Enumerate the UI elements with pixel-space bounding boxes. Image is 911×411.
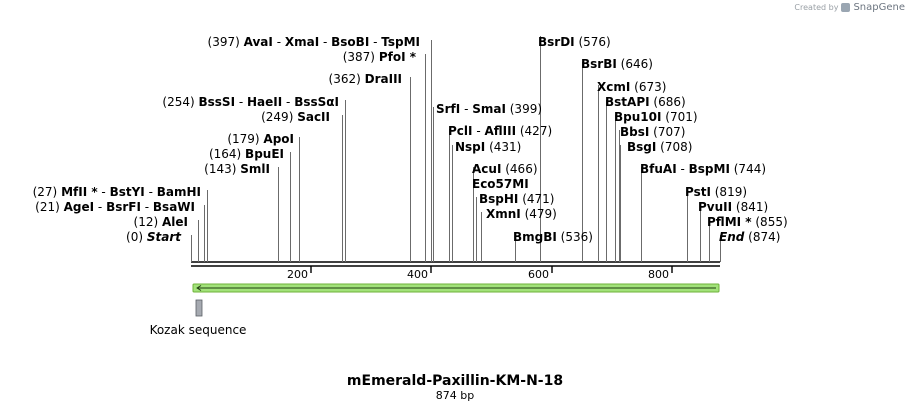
site-label-bstapi[interactable]: BstAPI (686) <box>605 95 686 109</box>
snapgene-credit: Created by SnapGene <box>794 2 905 13</box>
site-label-smli[interactable]: (143) SmlI <box>204 162 270 176</box>
site-label-start[interactable]: (0) Start <box>126 230 182 244</box>
site-label-bbsi[interactable]: BbsI (707) <box>620 125 685 139</box>
site-label-bsgi[interactable]: BsgI (708) <box>627 140 692 154</box>
site-label-sacii[interactable]: (249) SacII <box>261 110 330 124</box>
site-lines <box>191 36 721 262</box>
tick-800: 800 <box>648 266 673 281</box>
site-label-acui[interactable]: AcuI (466) <box>472 162 538 176</box>
site-label-bsphi[interactable]: BspHI (471) <box>479 192 554 206</box>
site-label-bsrdi[interactable]: BsrDI (576) <box>538 35 611 49</box>
site-label-xmni[interactable]: XmnI (479) <box>486 207 557 221</box>
tick-400: 400 <box>407 266 432 281</box>
site-label-bfuai-bspmi[interactable]: BfuAI - BspMI (744) <box>640 162 766 176</box>
site-label-nspi[interactable]: NspI (431) <box>455 140 521 154</box>
snapgene-logo-icon <box>841 3 851 12</box>
tick-200: 200 <box>287 266 312 281</box>
site-label-pflmi[interactable]: PflMI * (855) <box>707 215 788 229</box>
site-label-pvuii[interactable]: PvuII (841) <box>698 200 768 214</box>
site-label-srfi-smai[interactable]: SrfI - SmaI (399) <box>436 102 542 116</box>
tick-label: 200 <box>287 268 308 281</box>
tick-label: 800 <box>648 268 669 281</box>
kozak-feature-box[interactable] <box>195 299 203 317</box>
site-label-bpuei[interactable]: (164) BpuEI <box>209 147 284 161</box>
site-label-agei-bsrfi-bsawi[interactable]: (21) AgeI - BsrFI - BsaWI <box>35 200 195 214</box>
map-title: mEmerald-Paxillin-KM-N-18 <box>347 373 563 389</box>
site-label-xcmi[interactable]: XcmI (673) <box>597 80 666 94</box>
feature-arrow[interactable] <box>192 283 720 293</box>
credit-prefix: Created by <box>794 3 839 12</box>
site-label-bpu10i[interactable]: Bpu10I (701) <box>614 110 698 124</box>
map-length: 874 bp <box>436 389 474 402</box>
site-label-mfli-bstyi-bamhi[interactable]: (27) MfII * - BstYI - BamHI <box>33 185 201 199</box>
site-label-draiii[interactable]: (362) DraIII <box>329 72 402 86</box>
tick-600: 600 <box>528 266 553 281</box>
feature-arrow-head <box>196 285 202 291</box>
tick-label: 600 <box>528 268 549 281</box>
site-label-bsrbi[interactable]: BsrBI (646) <box>581 57 653 71</box>
site-label-bsssi-haeii-bsssai[interactable]: (254) BssSI - HaeII - BssSαI <box>162 95 339 109</box>
site-label-end[interactable]: End (874) <box>719 230 780 244</box>
site-label-ava-xma-bsob-tspm[interactable]: (397) AvaI - XmaI - BsoBI - TspMI <box>208 35 420 49</box>
credit-brand: SnapGene <box>853 2 905 13</box>
tick-label: 400 <box>407 268 428 281</box>
site-label-bmgbi[interactable]: BmgBI (536) <box>513 230 593 244</box>
site-label-eco57mi[interactable]: Eco57MI <box>472 177 529 191</box>
site-label-psti[interactable]: PstI (819) <box>685 185 747 199</box>
site-label-alei[interactable]: (12) AleI <box>134 215 188 229</box>
kozak-feature-label: Kozak sequence <box>150 323 247 337</box>
site-label-pcli-afliii[interactable]: PclI - AflIII (427) <box>448 124 552 138</box>
site-label-apoi[interactable]: (179) ApoI <box>227 132 294 146</box>
site-label-pfoi[interactable]: (387) PfoI * <box>343 50 417 64</box>
